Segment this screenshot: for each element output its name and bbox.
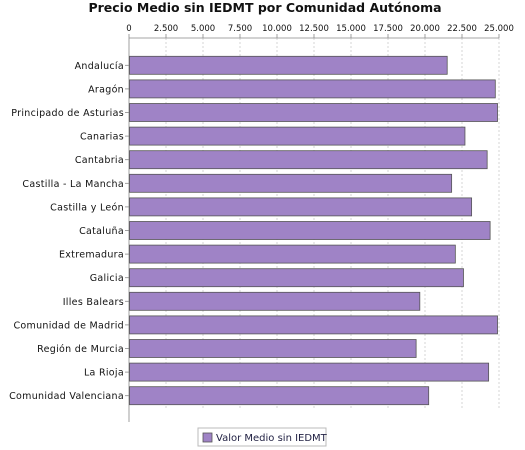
category-label: Principado de Asturias <box>11 108 124 119</box>
category-label: Extremadura <box>59 250 124 261</box>
tick-label-x: 7.500 <box>228 24 252 34</box>
bar <box>129 55 448 75</box>
tick-label-x: 2.500 <box>154 24 178 34</box>
category-label: Illes Balears <box>63 297 124 308</box>
axis-layer: 0 2.500 5.000 7.500 10.000 12.500 15.000 17.500… <box>125 24 514 422</box>
bar <box>129 362 490 382</box>
category-label: Castilla - La Mancha <box>22 179 124 190</box>
chart-title: Precio Medio sin IEDMT por Comunidad Aut… <box>88 0 441 15</box>
category-label: Aragón <box>88 84 124 95</box>
category-label: Comunidad de Madrid <box>13 320 124 331</box>
legend: Valor Medio sin IEDMT <box>197 427 328 447</box>
category-label: Andalucía <box>75 61 124 72</box>
tick-label-x: 10.000 <box>262 24 292 34</box>
legend-label: Valor Medio sin IEDMT <box>216 433 328 444</box>
category-label: Cantabria <box>75 155 124 166</box>
tick-label-x: 0 <box>126 24 131 34</box>
tick-label-x: 20.000 <box>410 24 440 34</box>
bar <box>129 173 453 193</box>
bar <box>129 79 496 99</box>
tick-label-x: 22.500 <box>447 24 477 34</box>
bar <box>129 244 456 264</box>
category-label: Región de Murcia <box>37 344 124 355</box>
bar <box>129 221 491 240</box>
category-label: La Rioja <box>84 368 124 379</box>
tick-label-x: 5.000 <box>191 24 215 34</box>
tick-label-x: 15.000 <box>336 24 366 34</box>
category-label-layer: Andalucía Aragón Principado de Asturias Can… <box>9 61 124 402</box>
bar <box>129 315 498 335</box>
bar <box>129 386 430 406</box>
category-label: Galicia <box>90 273 124 284</box>
category-label: Canarias <box>80 132 124 143</box>
tick-label-x: 17.500 <box>373 24 403 34</box>
legend-box <box>197 427 327 447</box>
tick-label-x: 25.000 <box>484 24 514 34</box>
bar <box>129 150 488 170</box>
bar <box>129 291 421 311</box>
category-label: Comunidad Valenciana <box>9 391 124 402</box>
bar <box>129 126 466 146</box>
category-label: Castilla y León <box>50 202 124 213</box>
bar-layer <box>129 55 498 406</box>
bar <box>129 268 464 288</box>
bar <box>129 103 498 122</box>
tick-label-x: 12.500 <box>299 24 329 34</box>
legend-swatch <box>202 432 213 443</box>
bar <box>129 197 473 217</box>
category-label: Cataluña <box>79 226 124 237</box>
bar <box>129 339 417 358</box>
